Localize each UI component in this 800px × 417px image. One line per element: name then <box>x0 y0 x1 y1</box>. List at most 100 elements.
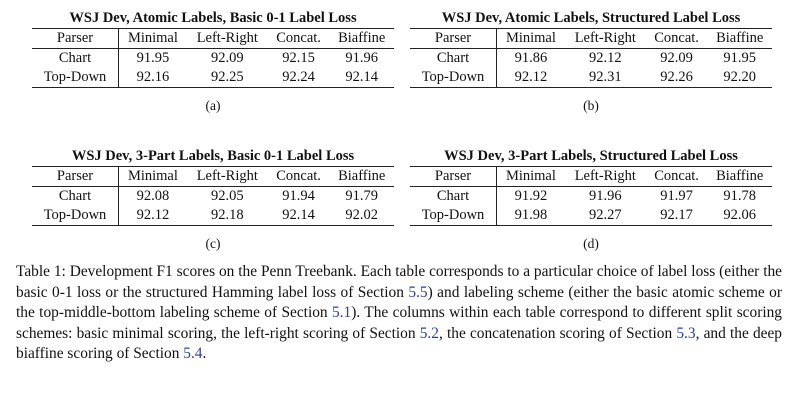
column-header: Concat. <box>267 28 330 49</box>
cell: 91.94 <box>282 188 315 204</box>
header-row: Parser Minimal Left-Right Concat. Biaffine <box>410 166 772 187</box>
column-header: Concat. <box>267 166 330 187</box>
table-row: Top-Down 92.16 92.25 92.24 92.14 <box>32 68 394 88</box>
cell: Top-Down <box>410 68 497 88</box>
table-row: Chart 91.86 92.12 92.09 91.95 <box>410 48 772 68</box>
cell: 92.02 <box>345 207 378 223</box>
cell: 92.09 <box>660 50 693 66</box>
cell: 92.06 <box>723 207 756 223</box>
column-header: Minimal <box>118 28 187 49</box>
table-row: Chart 92.08 92.05 91.94 91.79 <box>32 186 394 206</box>
cell: 91.97 <box>660 188 693 204</box>
column-header: Concat. <box>645 166 708 187</box>
cell: 92.08 <box>136 188 170 204</box>
cell: 91.78 <box>723 188 756 204</box>
column-header: Left-Right <box>564 28 646 49</box>
column-header: Minimal <box>496 28 565 49</box>
cell: 91.95 <box>723 50 756 66</box>
cell: 91.96 <box>588 188 622 204</box>
caption: Table 1: Development F1 scores on the Pe… <box>16 262 782 365</box>
table-title: WSJ Dev, 3-Part Labels, Basic 0-1 Label … <box>71 148 355 164</box>
table-block: WSJ Dev, 3-Part Labels, Structured Label… <box>410 146 772 252</box>
column-header: Left-Right <box>564 166 646 187</box>
column-header: Minimal <box>118 166 187 187</box>
header-row: Parser Minimal Left-Right Concat. Biaffine <box>32 166 394 187</box>
table-label: (a) <box>205 98 221 113</box>
caption-text: Table 1: Development F1 scores on the Pe… <box>16 263 782 301</box>
cell: 92.27 <box>588 207 622 223</box>
section-ref: 5.3 <box>676 324 696 342</box>
table-title: WSJ Dev, Atomic Labels, Basic 0-1 Label … <box>69 10 357 26</box>
cell: 91.79 <box>345 188 378 204</box>
column-header: Biaffine <box>329 28 394 49</box>
table-row: Top-Down 92.12 92.31 92.26 92.20 <box>410 68 772 88</box>
table-label: (b) <box>583 98 599 113</box>
cell: 92.14 <box>282 207 315 223</box>
section-ref: 5.2 <box>419 324 439 342</box>
section-ref: 5.5 <box>408 283 428 301</box>
table-block: WSJ Dev, Atomic Labels, Structured Label… <box>410 8 772 114</box>
cell: 92.20 <box>723 69 756 85</box>
cell: 91.86 <box>514 50 548 66</box>
table-row: Top-Down 91.98 92.27 92.17 92.06 <box>410 206 772 226</box>
table-row: Top-Down 92.12 92.18 92.14 92.02 <box>32 206 394 226</box>
cell: Top-Down <box>410 206 497 226</box>
column-header: Minimal <box>496 166 565 187</box>
header-row: Parser Minimal Left-Right Concat. Biaffine <box>410 28 772 49</box>
table-label: (d) <box>583 236 599 251</box>
cell: 92.15 <box>282 50 315 66</box>
table: Parser Minimal Left-Right Concat. Biaffine Ch… <box>32 28 394 88</box>
cell: 91.98 <box>514 207 548 223</box>
column-header: Biaffine <box>707 28 772 49</box>
table-row: Chart 91.95 92.09 92.15 91.96 <box>32 48 394 68</box>
column-header: Biaffine <box>707 166 772 187</box>
cell: Chart <box>32 48 119 68</box>
table: Parser Minimal Left-Right Concat. Biaffine Ch… <box>410 28 772 88</box>
table-label: (c) <box>205 236 221 251</box>
cell: Chart <box>32 186 119 206</box>
cell: Top-Down <box>32 206 119 226</box>
cell: 92.12 <box>514 69 548 85</box>
cell: 92.31 <box>588 69 622 85</box>
cell: 91.96 <box>345 50 378 66</box>
column-header: Concat. <box>645 28 708 49</box>
table: Parser Minimal Left-Right Concat. Biaffine Ch… <box>32 166 394 226</box>
column-header: Parser <box>410 166 497 187</box>
table-block: WSJ Dev, Atomic Labels, Basic 0-1 Label … <box>32 8 394 114</box>
table: Parser Minimal Left-Right Concat. Biaffine Ch… <box>410 166 772 226</box>
column-header: Left-Right <box>186 28 268 49</box>
cell: 92.18 <box>210 207 244 223</box>
cell: 91.95 <box>136 50 170 66</box>
cell: 92.24 <box>282 69 315 85</box>
section-ref: 5.1 <box>332 304 352 321</box>
cell: 92.25 <box>210 69 244 85</box>
cell: 91.92 <box>514 188 548 204</box>
caption-text: . <box>202 345 207 362</box>
cell: Chart <box>410 186 497 206</box>
table-block: WSJ Dev, 3-Part Labels, Basic 0-1 Label … <box>32 146 394 252</box>
column-header: Parser <box>32 28 119 49</box>
caption-text: , and the deep biaffine scoring of Secti… <box>16 324 782 363</box>
cell: 92.12 <box>136 207 170 223</box>
caption-text: ) and labeling scheme (either the basic … <box>16 283 782 322</box>
column-header: Left-Right <box>186 166 268 187</box>
cell: Top-Down <box>32 68 119 88</box>
section-ref: 5.4 <box>183 345 203 362</box>
caption-text: ). The columns within each table corresp… <box>16 304 783 342</box>
column-header: Biaffine <box>329 166 394 187</box>
caption-text: , the concatenation scoring of Section <box>438 324 677 342</box>
table-row: Chart 91.92 91.96 91.97 91.78 <box>410 186 772 206</box>
header-row: Parser Minimal Left-Right Concat. Biaffine <box>32 28 394 49</box>
table-title: WSJ Dev, Atomic Labels, Structured Label… <box>441 10 741 26</box>
table-title: WSJ Dev, 3-Part Labels, Structured Label… <box>444 148 738 164</box>
cell: Chart <box>410 48 497 68</box>
column-header: Parser <box>410 28 497 49</box>
column-header: Parser <box>32 166 119 187</box>
cell: 92.05 <box>210 188 244 204</box>
cell: 92.16 <box>136 69 170 85</box>
cell: 92.17 <box>660 207 693 223</box>
cell: 92.14 <box>345 69 378 85</box>
cell: 92.26 <box>660 69 693 85</box>
cell: 92.09 <box>210 50 244 66</box>
